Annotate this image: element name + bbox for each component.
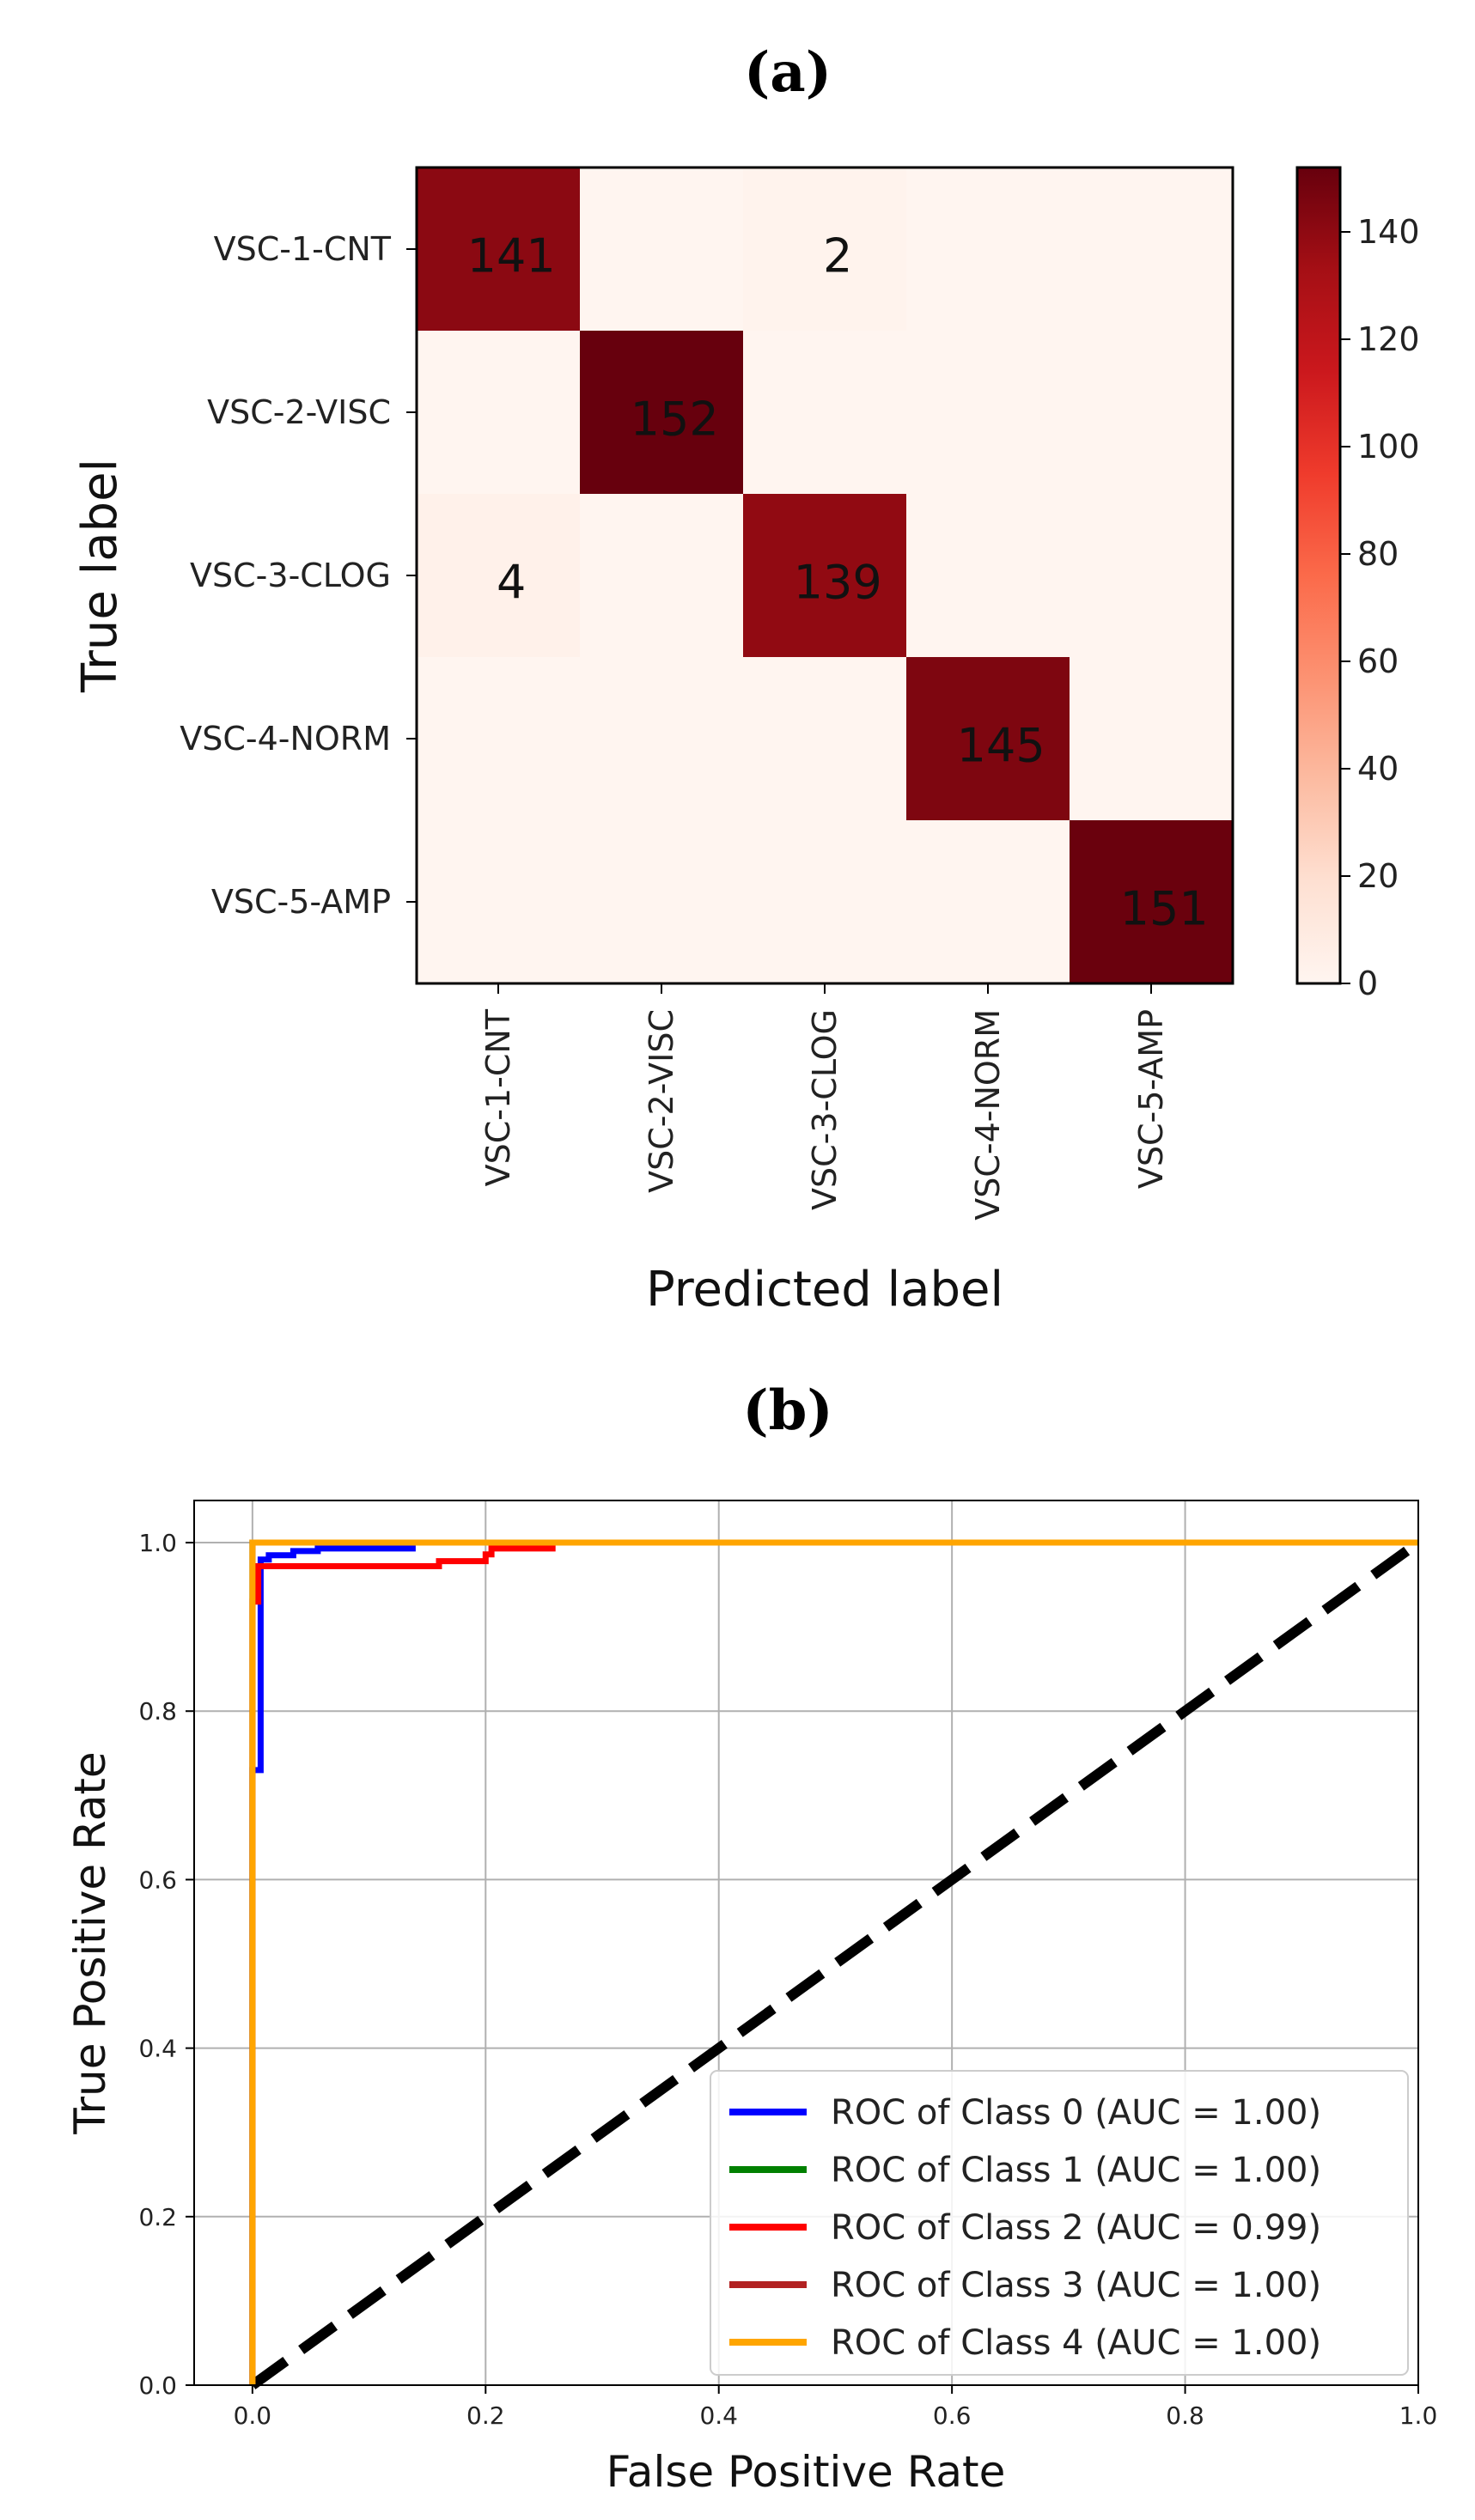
roc-legend: ROC of Class 0 (AUC = 1.00) ROC of Class … bbox=[710, 2070, 1409, 2376]
cm-cell-r3-c0 bbox=[417, 657, 581, 821]
roc-legend-label: ROC of Class 1 (AUC = 1.00) bbox=[831, 2151, 1321, 2190]
roc-y-tick-label: 0.0 bbox=[138, 2371, 177, 2400]
cm-cell-r0-c0 bbox=[417, 167, 581, 332]
cm-value-label: 145 bbox=[957, 719, 1045, 773]
roc-lines bbox=[249, 1538, 1422, 2389]
cm-cell-r3-c2 bbox=[743, 657, 907, 821]
cm-cell-r2-c4 bbox=[1070, 494, 1234, 658]
cm-cell-r1-c2 bbox=[743, 331, 907, 495]
x-axis-title-predicted-label: Predicted label bbox=[646, 1262, 1003, 1318]
cm-col-label: VSC-2-VISC bbox=[643, 1009, 680, 1193]
roc-series-class-2 bbox=[249, 1545, 556, 2385]
roc-ticks: 0.0 0.2 0.4 0.6 0.8 1.0 0.0 0.2 0.4 0.6 0.8 1.0 bbox=[138, 1529, 1437, 2430]
roc-legend-label: ROC of Class 2 (AUC = 0.99) bbox=[831, 2208, 1321, 2248]
panel-a-label: (a) bbox=[744, 40, 832, 105]
colorbar-ticks: 0 20 40 60 80 100 120 140 bbox=[1340, 213, 1420, 1002]
roc-x-tick-label: 0.6 bbox=[933, 2401, 972, 2430]
cm-cell-r4-c0 bbox=[417, 820, 581, 984]
colorbar-tick-label: 100 bbox=[1357, 428, 1420, 466]
cm-row-label: VSC-4-NORM bbox=[180, 720, 391, 758]
colorbar-tick-label: 80 bbox=[1357, 535, 1399, 573]
cm-row-label: VSC-3-CLOG bbox=[190, 557, 391, 594]
colorbar-tick-label: 40 bbox=[1357, 750, 1399, 788]
cm-cell-r1-c1 bbox=[580, 331, 744, 495]
cm-cell-r4-c3 bbox=[906, 820, 1070, 984]
x-axis-title-false-positive-rate: False Positive Rate bbox=[606, 2447, 1006, 2497]
confusion-matrix-values: 141 2 152 4 139 145 151 bbox=[467, 229, 1209, 936]
roc-legend-label: ROC of Class 3 (AUC = 1.00) bbox=[831, 2266, 1321, 2305]
confusion-matrix-row-labels: VSC-1-CNT VSC-2-VISC VSC-3-CLOG VSC-4-NORM V… bbox=[180, 230, 417, 921]
roc-y-tick-label: 0.4 bbox=[138, 2035, 177, 2063]
roc-y-tick-label: 0.6 bbox=[138, 1866, 177, 1894]
cm-value-label: 141 bbox=[467, 229, 556, 283]
cm-cell-r0-c1 bbox=[580, 167, 744, 332]
cm-cell-r3-c1 bbox=[580, 657, 744, 821]
roc-x-tick-label: 0.0 bbox=[234, 2401, 272, 2430]
roc-legend-label: ROC of Class 4 (AUC = 1.00) bbox=[831, 2323, 1321, 2363]
roc-y-tick-label: 1.0 bbox=[138, 1529, 177, 1557]
roc-chart: 0.0 0.2 0.4 0.6 0.8 1.0 0.0 0.2 0.4 0.6 0.8 1.0 Fal… bbox=[65, 1500, 1437, 2497]
cm-cell-r2-c0 bbox=[417, 494, 581, 658]
y-axis-title-true-positive-rate: True Positive Rate bbox=[65, 1751, 115, 2134]
cm-cell-r0-c2 bbox=[743, 167, 907, 332]
cm-col-label: VSC-3-CLOG bbox=[806, 1009, 844, 1210]
colorbar-gradient bbox=[1295, 166, 1342, 985]
cm-col-label: VSC-4-NORM bbox=[969, 1009, 1007, 1220]
cm-cell-r4-c2 bbox=[743, 820, 907, 984]
colorbar-tick-label: 60 bbox=[1357, 642, 1399, 680]
cm-value-label: 151 bbox=[1120, 882, 1209, 936]
colorbar-tick-label: 0 bbox=[1357, 965, 1378, 1002]
roc-x-tick-label: 0.2 bbox=[466, 2401, 505, 2430]
cm-cell-r3-c4 bbox=[1070, 657, 1234, 821]
cm-value-label: 139 bbox=[794, 556, 882, 610]
roc-legend-box bbox=[710, 2070, 1409, 2376]
colorbar: 0 20 40 60 80 100 120 140 bbox=[1295, 166, 1420, 1002]
y-axis-title-true-label: True label bbox=[72, 459, 128, 693]
cm-cell-r2-c1 bbox=[580, 494, 744, 658]
cm-cell-r0-c3 bbox=[906, 167, 1070, 332]
cm-row-label: VSC-2-VISC bbox=[207, 393, 391, 431]
cm-cell-r1-c4 bbox=[1070, 331, 1234, 495]
colorbar-tick-label: 120 bbox=[1357, 320, 1420, 358]
cm-col-label: VSC-1-CNT bbox=[479, 1008, 517, 1186]
cm-cell-r4-c1 bbox=[580, 820, 744, 984]
colorbar-tick-label: 20 bbox=[1357, 857, 1399, 895]
roc-y-tick-label: 0.2 bbox=[138, 2203, 177, 2231]
cm-row-label: VSC-5-AMP bbox=[211, 883, 391, 921]
roc-x-tick-label: 0.8 bbox=[1166, 2401, 1204, 2430]
colorbar-tick-label: 140 bbox=[1357, 213, 1420, 251]
cm-cell-r0-c4 bbox=[1070, 167, 1234, 332]
roc-y-tick-label: 0.8 bbox=[138, 1697, 177, 1726]
roc-x-tick-label: 0.4 bbox=[699, 2401, 738, 2430]
roc-series-class-0 bbox=[249, 1545, 416, 2385]
cm-cell-r3-c3 bbox=[906, 657, 1070, 821]
confusion-matrix-col-labels: VSC-1-CNT VSC-2-VISC VSC-3-CLOG VSC-4-NORM V… bbox=[479, 983, 1170, 1220]
cm-cell-r4-c4 bbox=[1070, 820, 1234, 984]
cm-cell-r2-c3 bbox=[906, 494, 1070, 658]
cm-col-label: VSC-5-AMP bbox=[1132, 1009, 1170, 1189]
cm-cell-r1-c3 bbox=[906, 331, 1070, 495]
cm-cell-r1-c0 bbox=[417, 331, 581, 495]
roc-x-tick-label: 1.0 bbox=[1399, 2401, 1438, 2430]
cm-value-label: 4 bbox=[497, 556, 526, 610]
confusion-matrix-cells bbox=[417, 167, 1234, 984]
roc-series-class-4 bbox=[249, 1539, 1418, 2385]
cm-value-label: 2 bbox=[823, 229, 852, 283]
cm-row-label: VSC-1-CNT bbox=[214, 230, 392, 268]
cm-value-label: 152 bbox=[631, 393, 719, 447]
cm-cell-r2-c2 bbox=[743, 494, 907, 658]
roc-legend-label: ROC of Class 0 (AUC = 1.00) bbox=[831, 2093, 1321, 2133]
roc-plot-frame bbox=[193, 1500, 1419, 2386]
panel-b-label: (b) bbox=[742, 1379, 832, 1443]
